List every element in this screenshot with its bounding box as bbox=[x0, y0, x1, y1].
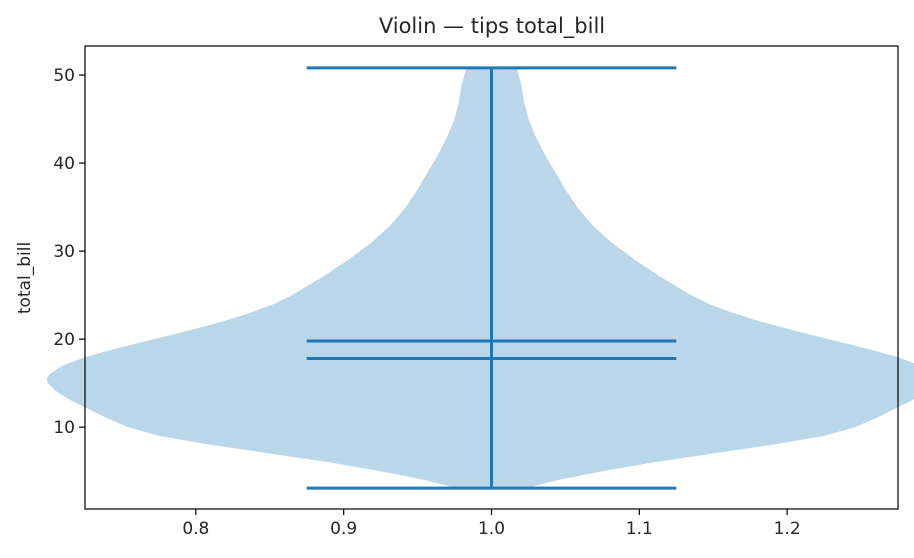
x-tick-label: 0.8 bbox=[182, 519, 209, 539]
y-axis-label: total_bill bbox=[15, 242, 35, 314]
y-tick-label: 30 bbox=[53, 242, 75, 262]
x-tick-label: 1.0 bbox=[478, 519, 505, 539]
x-tick-label: 0.9 bbox=[330, 519, 357, 539]
chart-title: Violin — tips total_bill bbox=[379, 14, 605, 39]
x-axis: 0.8 0.9 1.0 1.1 1.2 bbox=[182, 509, 801, 539]
y-tick-label: 20 bbox=[53, 330, 75, 350]
violin-body bbox=[46, 67, 914, 489]
stats-layer bbox=[306, 66, 677, 490]
y-axis: 10 20 30 40 50 bbox=[53, 66, 85, 438]
x-tick-label: 1.2 bbox=[774, 519, 801, 539]
violin-layer bbox=[46, 67, 914, 489]
x-tick-label: 1.1 bbox=[626, 519, 653, 539]
y-tick-label: 50 bbox=[53, 66, 75, 86]
y-tick-label: 40 bbox=[53, 154, 75, 174]
y-tick-label: 10 bbox=[53, 418, 75, 438]
